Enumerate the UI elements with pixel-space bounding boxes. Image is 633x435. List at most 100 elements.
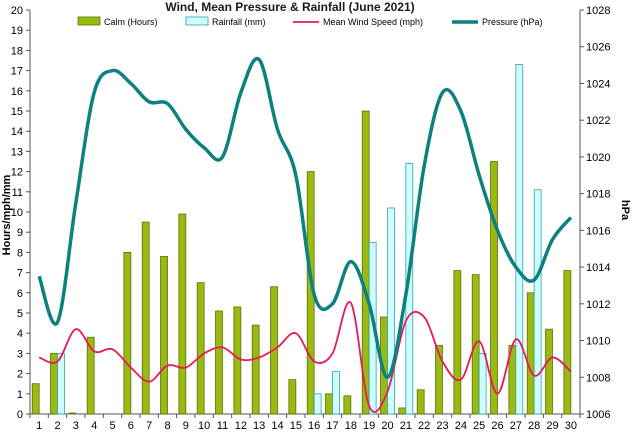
y-tick-label-left: 13	[11, 146, 23, 158]
legend-label: Rainfall (mm)	[212, 17, 266, 27]
bar-calm-hours	[288, 379, 297, 415]
x-tick-label: 16	[308, 420, 320, 432]
bar-calm-hours	[123, 251, 132, 415]
y-tick-label-left: 9	[17, 227, 23, 239]
bar-calm-hours	[141, 221, 150, 415]
y-tick-label-left: 17	[11, 66, 23, 78]
x-tick-label: 17	[326, 420, 338, 432]
y-axis-label-left: Hours/mph/mm	[1, 174, 13, 255]
y-tick-label-left: 6	[17, 288, 23, 300]
y-tick-label-left: 5	[17, 308, 23, 320]
y-tick-label-left: 11	[12, 187, 23, 199]
y-tick-label-right: 1014	[586, 262, 610, 274]
x-tick-label: 23	[436, 420, 448, 432]
x-tick-label: 2	[54, 420, 60, 432]
bar-rainfall	[313, 393, 322, 415]
x-tick-label: 30	[565, 420, 577, 432]
y-tick-label-left: 0	[17, 409, 23, 421]
x-tick-label: 21	[400, 420, 412, 432]
legend-swatch	[77, 16, 101, 26]
legend-label: Mean Wind Speed (mph)	[323, 17, 423, 27]
legend-label: Pressure (hPa)	[482, 17, 543, 27]
legend-swatch	[185, 16, 209, 26]
y-tick-label-right: 1018	[586, 189, 610, 201]
x-tick-label: 26	[491, 420, 503, 432]
y-tick-label-left: 8	[17, 247, 23, 259]
bar-calm-hours	[545, 328, 553, 415]
bar-calm-hours	[178, 213, 187, 415]
bar-calm-hours	[215, 310, 223, 415]
line-pressure	[37, 56, 573, 380]
chart-title: Wind, Mean Pressure & Rainfall (June 202…	[165, 0, 414, 14]
x-tick-label: 14	[271, 420, 283, 432]
bar-calm-hours	[325, 393, 333, 415]
bar-rainfall	[533, 189, 542, 415]
y-axis-label-right: hPa	[619, 200, 631, 221]
x-tick-label: 1	[36, 420, 42, 432]
bar-rainfall	[515, 64, 524, 415]
y-tick-label-left: 10	[11, 207, 23, 219]
legend: Calm (Hours) Rainfall (mm) Mean Wind Speed…	[77, 16, 543, 27]
y-tick-label-left: 20	[11, 5, 23, 17]
bar-calm-hours	[343, 395, 352, 415]
x-tick-label: 8	[164, 420, 170, 432]
y-tick-label-left: 7	[17, 268, 23, 280]
x-tick-label: 18	[345, 420, 357, 432]
bar-calm-hours	[196, 282, 205, 415]
x-tick-label: 5	[109, 420, 115, 432]
y-tick-label-right: 1012	[586, 299, 610, 311]
x-tick-label: 15	[290, 420, 302, 432]
line-wind-speed	[38, 301, 572, 413]
y-tick-label-right: 1008	[586, 372, 610, 384]
bar-calm-hours	[526, 292, 535, 415]
y-tick-label-left: 12	[11, 167, 23, 179]
bar-rainfall	[387, 207, 395, 415]
bar-rainfall	[332, 371, 340, 415]
bar-calm-hours	[398, 407, 407, 415]
x-tick-label: 29	[546, 420, 558, 432]
y-tick-label-left: 18	[11, 45, 23, 57]
bar-calm-hours	[453, 270, 462, 415]
bar-calm-hours	[86, 336, 95, 415]
bar-calm-hours	[563, 270, 572, 415]
y-tick-label-right: 1022	[586, 115, 610, 127]
bar-calm-hours	[435, 344, 443, 415]
x-tick-label: 4	[91, 420, 97, 432]
x-tick-label: 12	[235, 420, 247, 432]
x-tick-label: 28	[528, 420, 540, 432]
x-tick-label: 11	[217, 420, 228, 432]
y-tick-label-left: 1	[17, 389, 23, 401]
y-tick-label-left: 2	[17, 369, 23, 381]
bar-calm-hours	[31, 383, 40, 415]
bar-rainfall	[478, 352, 487, 415]
x-tick-label: 10	[198, 420, 210, 432]
x-tick-label: 19	[363, 420, 375, 432]
legend-label: Calm (Hours)	[104, 17, 158, 27]
bar-calm-hours	[416, 389, 425, 415]
plot-area: 0123456789101112131415161718192010061008…	[11, 5, 611, 432]
x-tick-label: 9	[183, 420, 189, 432]
y-tick-label-right: 1006	[586, 409, 610, 421]
bar-calm-hours	[68, 412, 77, 415]
y-tick-label-right: 1024	[586, 78, 610, 90]
y-tick-label-right: 1026	[586, 42, 610, 54]
bar-calm-hours	[251, 324, 260, 415]
x-tick-label: 6	[128, 420, 134, 432]
bar-rainfall	[57, 352, 65, 415]
bar-calm-hours	[361, 110, 370, 415]
bar-calm-hours	[233, 306, 242, 415]
x-tick-label: 20	[381, 420, 393, 432]
y-tick-label-left: 16	[11, 86, 23, 98]
y-tick-label-left: 14	[11, 126, 23, 138]
y-tick-label-left: 15	[11, 106, 23, 118]
y-tick-label-right: 1016	[586, 225, 610, 237]
x-tick-label: 24	[455, 420, 467, 432]
y-tick-label-right: 1010	[586, 336, 610, 348]
y-tick-label-left: 3	[17, 348, 23, 360]
y-tick-label-right: 1020	[586, 152, 610, 164]
bar-calm-hours	[490, 161, 498, 415]
x-tick-label: 27	[510, 420, 522, 432]
y-tick-label-left: 4	[17, 328, 23, 340]
bar-calm-hours	[160, 256, 168, 415]
